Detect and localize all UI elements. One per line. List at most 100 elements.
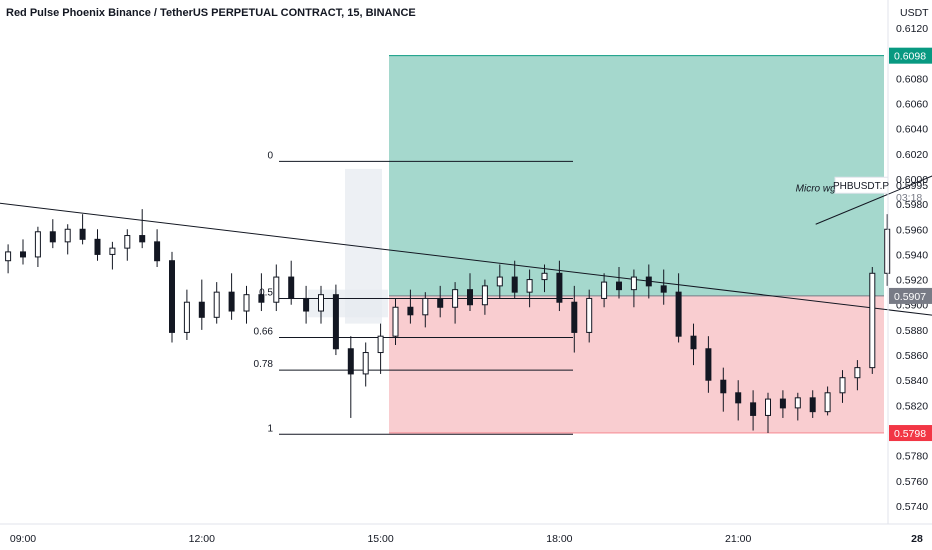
candle-bullish [109,241,116,270]
symbol-badge [834,176,889,194]
candle-body [303,297,310,312]
candle-body [645,276,652,287]
candle-bullish [124,229,131,261]
candle-bullish [794,392,801,421]
candle-body [452,289,459,308]
candle-body [213,291,220,318]
time-tick-label: 15:00 [367,533,393,545]
candle-body [169,260,175,333]
fib-level-label: 1 [267,423,273,434]
price-axis-badge-label: 0.5907 [894,291,926,303]
candle-bullish [854,360,861,391]
candle-bullish [392,298,399,345]
price-tick-label: 0.6120 [896,23,928,35]
drawings-layer [0,160,932,435]
price-axis-badge [889,425,932,442]
candle-bearish [169,251,175,343]
candle-bearish [645,264,652,299]
candle-body [64,228,71,243]
candle-body [94,238,101,255]
candle-body [854,367,861,379]
candle-bullish [34,226,41,267]
candle-body [824,392,831,413]
candle-body [362,352,369,375]
annotation-label: Micro wg [796,184,836,195]
candle-bullish [481,279,488,315]
candle-bullish [601,273,608,308]
countdown-label: 03:18 [896,192,922,204]
time-tick-label: 12:00 [189,533,215,545]
candle-bearish [228,273,235,320]
candle-bullish [839,370,846,403]
candle-body [198,301,205,318]
candle-bullish [183,289,190,340]
price-axis-badge [889,47,932,64]
candle-bullish [243,285,250,324]
candle-body [332,294,339,350]
candle-body [496,276,503,287]
candle-body [318,294,324,312]
candle-body [139,235,146,243]
candle-body [630,276,637,291]
candle-body [616,281,622,291]
candle-bearish [288,260,295,305]
candle-bearish [154,229,161,267]
fib-level-label: 0 [267,150,273,161]
candle-body [541,272,548,281]
candle-bearish [690,323,697,366]
zones-layer [308,55,884,434]
price-tick-label: 0.6020 [896,149,928,161]
candle-body [273,276,280,303]
candle-bullish [318,285,324,324]
candle-body [526,279,533,293]
candle-body [884,228,891,274]
candle-body [690,335,697,350]
candle-body [422,297,429,316]
current-price-label: 0.5995 [896,180,928,192]
fib-level-label: 0.66 [254,326,274,337]
price-tick-label: 0.6040 [896,124,928,136]
time-tick-label: 18:00 [546,533,572,545]
candle-bearish [303,285,310,324]
candle-bullish [630,269,637,308]
time-tick-label: 09:00 [10,533,36,545]
candle-bearish [94,229,101,261]
candle-body [735,392,742,404]
candle-body [124,235,131,249]
candle-body [5,251,12,262]
candle-bearish [258,273,265,312]
candle-bullish [765,392,771,434]
candle-bearish [467,273,473,312]
candle-body [258,294,265,303]
range-highlight [345,168,382,324]
candle-bearish [20,239,26,265]
candle-body [556,272,563,303]
candle-bearish [49,219,56,249]
price-tick-label: 0.6060 [896,98,928,110]
symbol-badge-label: PHBUSDT.P [833,181,889,192]
candle-body [675,291,682,337]
candle-bearish [660,269,667,305]
candle-body [347,348,354,375]
axes-layer[interactable]: 0.61200.60800.60600.60400.60200.60000.59… [10,23,932,545]
candle-bullish [377,323,384,374]
candle-bearish [79,214,86,245]
candle-body [601,281,608,299]
candle-bearish [720,367,727,412]
candle-bullish [824,386,831,416]
candle-bearish [347,336,354,418]
candle-bullish [526,269,533,308]
candle-bearish [735,380,742,421]
price-tick-label: 0.5780 [896,451,928,463]
candle-body [228,291,235,312]
candle-bearish [437,285,444,318]
candle-bearish [616,267,622,299]
candle-body [794,397,801,409]
price-axis-badge-label: 0.6098 [894,51,926,63]
candle-body [49,231,56,243]
candle-body [809,397,816,413]
currency-label[interactable]: USDT [900,7,929,19]
time-tick-label: 28 [911,533,923,545]
candle-bearish [675,273,682,343]
